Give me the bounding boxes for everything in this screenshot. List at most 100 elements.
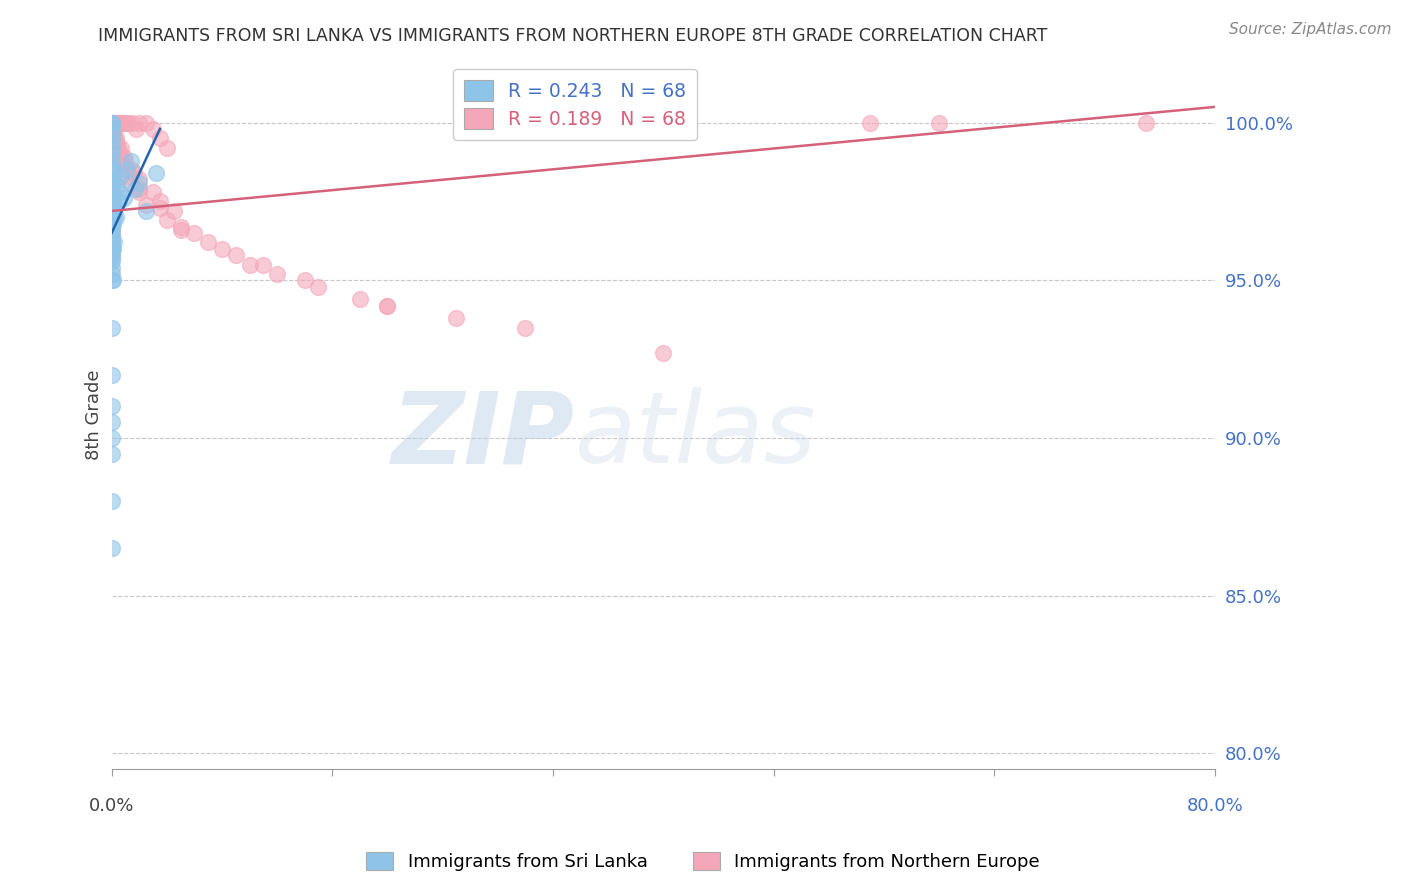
Point bbox=[100, 267, 122, 281]
Point bbox=[169, 219, 191, 234]
Point bbox=[124, 182, 146, 196]
Point bbox=[100, 116, 122, 130]
Point bbox=[100, 415, 122, 429]
Point bbox=[446, 311, 468, 326]
Point bbox=[100, 223, 122, 237]
Point bbox=[101, 125, 124, 139]
Point bbox=[100, 431, 122, 445]
Point bbox=[128, 172, 150, 186]
Point bbox=[100, 242, 122, 256]
Point bbox=[100, 153, 122, 168]
Point bbox=[101, 217, 124, 231]
Text: 0.0%: 0.0% bbox=[89, 797, 135, 815]
Legend: Immigrants from Sri Lanka, Immigrants from Northern Europe: Immigrants from Sri Lanka, Immigrants fr… bbox=[359, 845, 1047, 879]
Point bbox=[100, 128, 122, 143]
Point bbox=[928, 116, 950, 130]
Point bbox=[104, 211, 127, 225]
Point bbox=[110, 141, 132, 155]
Point bbox=[111, 156, 134, 170]
Text: 80.0%: 80.0% bbox=[1187, 797, 1243, 815]
Point bbox=[377, 299, 399, 313]
Point bbox=[100, 273, 122, 287]
Point bbox=[252, 258, 274, 272]
Point bbox=[145, 166, 167, 180]
Point bbox=[107, 194, 129, 209]
Point bbox=[100, 207, 122, 221]
Point bbox=[112, 191, 135, 205]
Point bbox=[110, 156, 132, 170]
Point bbox=[103, 116, 125, 130]
Point bbox=[121, 163, 143, 178]
Text: ZIP: ZIP bbox=[392, 387, 575, 484]
Point bbox=[211, 242, 233, 256]
Point bbox=[100, 242, 122, 256]
Point bbox=[100, 260, 122, 275]
Point bbox=[105, 147, 128, 161]
Point bbox=[107, 116, 129, 130]
Point bbox=[100, 254, 122, 268]
Point bbox=[128, 182, 150, 196]
Point bbox=[100, 248, 122, 262]
Point bbox=[122, 166, 145, 180]
Point bbox=[104, 141, 127, 155]
Point bbox=[107, 144, 129, 158]
Point bbox=[142, 185, 165, 199]
Point bbox=[100, 160, 122, 174]
Point bbox=[121, 116, 143, 130]
Point bbox=[100, 400, 122, 414]
Point bbox=[308, 279, 330, 293]
Point bbox=[117, 116, 139, 130]
Point bbox=[120, 153, 142, 168]
Point bbox=[108, 147, 131, 161]
Point bbox=[100, 229, 122, 244]
Point bbox=[100, 201, 122, 215]
Point bbox=[101, 116, 124, 130]
Point bbox=[349, 292, 371, 306]
Point bbox=[128, 116, 150, 130]
Point bbox=[100, 252, 122, 266]
Point bbox=[103, 201, 125, 215]
Point bbox=[100, 226, 122, 240]
Point bbox=[103, 128, 125, 143]
Point bbox=[101, 172, 124, 186]
Point bbox=[114, 153, 136, 168]
Point bbox=[108, 185, 131, 199]
Point bbox=[114, 160, 136, 174]
Point bbox=[100, 141, 122, 155]
Point bbox=[117, 169, 139, 184]
Point bbox=[100, 213, 122, 227]
Point bbox=[100, 203, 122, 218]
Point bbox=[100, 191, 122, 205]
Point bbox=[100, 217, 122, 231]
Point bbox=[114, 116, 136, 130]
Point bbox=[108, 116, 131, 130]
Point bbox=[225, 248, 247, 262]
Point bbox=[115, 163, 138, 178]
Point bbox=[100, 178, 122, 193]
Point bbox=[104, 131, 127, 145]
Point bbox=[859, 116, 882, 130]
Point bbox=[100, 172, 122, 186]
Point bbox=[100, 368, 122, 382]
Point bbox=[183, 226, 205, 240]
Point bbox=[652, 346, 675, 360]
Point bbox=[100, 147, 122, 161]
Point bbox=[128, 185, 150, 199]
Point bbox=[149, 194, 172, 209]
Point bbox=[101, 242, 124, 256]
Legend: R = 0.243   N = 68, R = 0.189   N = 68: R = 0.243 N = 68, R = 0.189 N = 68 bbox=[453, 69, 697, 140]
Point bbox=[100, 116, 122, 130]
Point bbox=[377, 299, 399, 313]
Point bbox=[100, 447, 122, 461]
Point bbox=[100, 211, 122, 225]
Point bbox=[100, 197, 122, 211]
Point bbox=[100, 244, 122, 259]
Point bbox=[100, 116, 122, 130]
Point bbox=[103, 211, 125, 225]
Point bbox=[110, 169, 132, 184]
Point bbox=[125, 122, 148, 136]
Point bbox=[105, 137, 128, 152]
Point bbox=[100, 494, 122, 508]
Point bbox=[238, 258, 260, 272]
Point bbox=[135, 203, 157, 218]
